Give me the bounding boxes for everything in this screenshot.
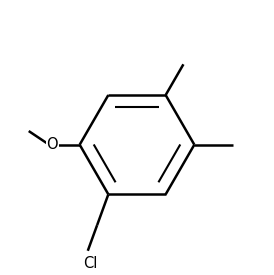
Text: O: O [47, 137, 58, 152]
Text: Cl: Cl [83, 256, 98, 271]
